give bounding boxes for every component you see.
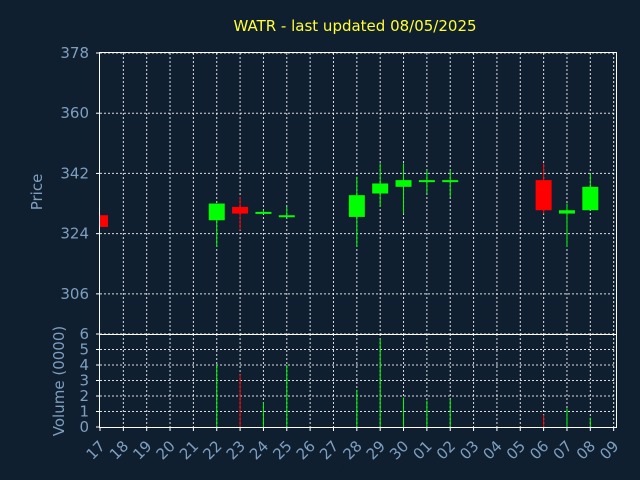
price-axis-ticks: 306 324 342 360 378: [60, 44, 100, 303]
x-tick-label: 23: [223, 437, 249, 463]
volume-tick-label: 5: [79, 341, 89, 359]
x-tick-label: 04: [480, 437, 506, 463]
x-tick-label: 25: [269, 437, 295, 463]
x-tick-label: 08: [573, 437, 599, 463]
price-axis-label: Price: [28, 174, 46, 211]
candle-body: [582, 186, 599, 211]
candle-body: [208, 203, 225, 221]
x-tick-label: 03: [456, 437, 482, 463]
volume-tick-label: 1: [79, 403, 89, 421]
price-tick-label: 360: [60, 104, 89, 122]
candle-body: [558, 210, 575, 214]
volume-axis-label: Volume (0000): [50, 326, 68, 436]
volume-series: [216, 338, 591, 427]
volume-tick-label: 6: [79, 325, 89, 343]
volume-grid: [100, 333, 616, 427]
candle-body: [278, 215, 295, 218]
price-tick-label: 378: [60, 44, 89, 62]
candle-body: [442, 180, 459, 183]
candle-body: [535, 180, 552, 211]
x-tick-label: 05: [503, 437, 529, 463]
x-tick-label: 20: [153, 437, 179, 463]
x-tick-label: 18: [106, 437, 132, 463]
price-tick-label: 342: [60, 164, 89, 182]
candlestick-series: [99, 163, 599, 248]
candle-body: [348, 195, 365, 217]
x-tick-label: 21: [176, 437, 202, 463]
x-tick-label: 24: [246, 437, 272, 463]
x-tick-label: 22: [199, 437, 225, 463]
candle-body: [100, 215, 108, 227]
x-tick-label: 01: [409, 437, 435, 463]
volume-tick-label: 0: [79, 418, 89, 436]
x-tick-label: 26: [293, 437, 319, 463]
volume-tick-label: 3: [79, 372, 89, 390]
x-tick-label: 29: [363, 437, 389, 463]
price-tick-label: 306: [60, 285, 89, 303]
volume-tick-label: 2: [79, 387, 89, 405]
volume-panel-frame: [99, 334, 617, 428]
x-tick-label: 06: [526, 437, 552, 463]
chart-title: WATR - last updated 08/05/2025: [233, 17, 476, 35]
x-tick-label: 17: [83, 437, 109, 463]
x-tick-label: 19: [129, 437, 155, 463]
price-tick-label: 324: [60, 225, 89, 243]
x-tick-label: 02: [433, 437, 459, 463]
x-tick-label: 30: [386, 437, 412, 463]
x-tick-label: 09: [596, 437, 622, 463]
candle-body: [255, 211, 272, 214]
x-axis-label: Day: [333, 458, 363, 476]
candle-body: [395, 180, 412, 187]
candle-body: [232, 206, 249, 214]
volume-tick-label: 4: [79, 356, 89, 374]
x-tick-label: 07: [550, 437, 576, 463]
candle-body: [418, 180, 435, 183]
candle-body: [372, 183, 389, 194]
